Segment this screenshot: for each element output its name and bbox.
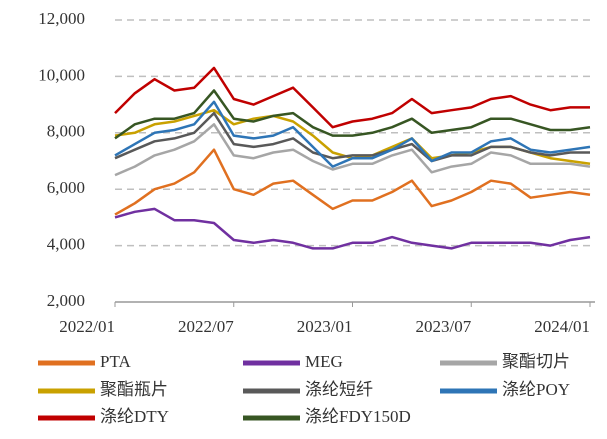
- series-line: [114, 207, 591, 250]
- legend-label: 聚酯瓶片: [100, 380, 168, 399]
- series-line: [114, 148, 591, 216]
- legend-label: 涤纶DTY: [100, 407, 169, 426]
- legend-label: PTA: [100, 352, 131, 371]
- x-tick-label: 2022/07: [178, 317, 234, 336]
- legend-label: MEG: [305, 352, 343, 371]
- series-line: [114, 100, 591, 168]
- legend-label: 涤纶FDY150D: [305, 407, 411, 426]
- y-tick-label: 6,000: [47, 178, 85, 197]
- y-tick-label: 4,000: [47, 235, 85, 254]
- x-tick-label: 2023/07: [416, 317, 472, 336]
- y-tick-label: 12,000: [38, 9, 85, 28]
- series-line: [114, 89, 591, 140]
- x-tick-label: 2024/01: [534, 317, 590, 336]
- series-line: [114, 111, 590, 163]
- series-line: [114, 66, 590, 129]
- x-tick-label: 2023/01: [297, 317, 353, 336]
- series-line: [114, 123, 591, 177]
- legend-label: 聚酯切片: [502, 352, 570, 371]
- y-tick-label: 10,000: [38, 65, 85, 84]
- y-tick-label: 8,000: [47, 122, 85, 141]
- legend-label: 涤纶短纤: [305, 380, 373, 399]
- y-tick-label: 2,000: [47, 291, 85, 310]
- legend-label: 涤纶POY: [502, 380, 570, 399]
- x-tick-label: 2022/01: [59, 317, 115, 336]
